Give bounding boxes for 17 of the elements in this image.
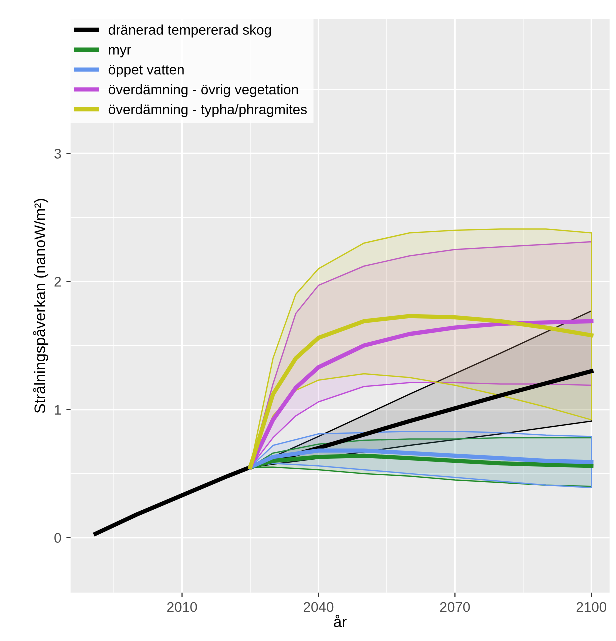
y-tick-label: 1: [55, 405, 62, 415]
x-tick-label: 2070: [440, 602, 470, 612]
x-tick-label: 2040: [304, 602, 334, 612]
line-series: [248, 454, 594, 470]
legend-label: öppet vatten: [108, 65, 184, 78]
y-tick-label: 3: [54, 149, 62, 159]
y-axis-title: Strålningspåverkan (nanoW/m²): [33, 199, 49, 414]
y-tick-label: 2: [54, 277, 62, 287]
x-tick-label: 2010: [168, 602, 198, 612]
legend-label: dränerad tempererad skog: [108, 24, 272, 38]
line-series: [248, 448, 594, 470]
legend-label: överdämning - typha/phragmites: [108, 104, 308, 118]
y-tick-label: 0: [54, 533, 62, 544]
legend-label: överdämning - övrig vegetation: [108, 84, 298, 98]
legend-label: myr: [109, 47, 132, 58]
x-axis-title: år: [334, 615, 347, 628]
x-tick-label: 2100: [576, 602, 607, 612]
